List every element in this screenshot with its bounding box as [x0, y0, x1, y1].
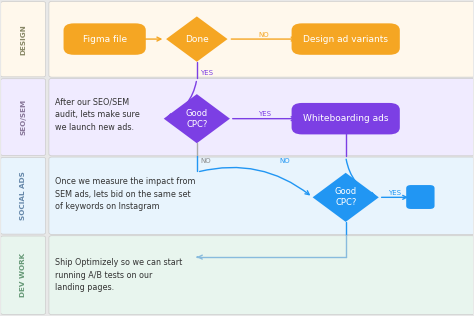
FancyBboxPatch shape	[49, 157, 474, 234]
Text: Good
CPC?: Good CPC?	[186, 109, 208, 129]
FancyBboxPatch shape	[0, 79, 46, 155]
Polygon shape	[166, 16, 228, 62]
Text: Figma file: Figma file	[82, 34, 127, 44]
FancyBboxPatch shape	[49, 1, 474, 77]
FancyBboxPatch shape	[0, 2, 46, 77]
Text: SEO/SEM: SEO/SEM	[20, 99, 26, 135]
Text: Ship Optimizely so we can start
running A/B tests on our
landing pages.: Ship Optimizely so we can start running …	[55, 258, 182, 292]
Text: NO: NO	[259, 32, 269, 38]
FancyBboxPatch shape	[292, 23, 400, 55]
Text: Good
CPC?: Good CPC?	[335, 187, 357, 207]
Text: SOCIAL ADS: SOCIAL ADS	[20, 171, 26, 220]
Text: YES: YES	[388, 190, 401, 196]
Text: NO: NO	[200, 158, 211, 164]
FancyBboxPatch shape	[49, 236, 474, 315]
FancyBboxPatch shape	[64, 23, 146, 55]
Text: Once we measure the impact from
SEM ads, lets bid on the same set
of keywords on: Once we measure the impact from SEM ads,…	[55, 177, 196, 211]
Text: Whiteboarding ads: Whiteboarding ads	[303, 114, 389, 123]
Text: DESIGN: DESIGN	[20, 24, 26, 55]
Text: Done: Done	[185, 34, 209, 44]
FancyBboxPatch shape	[406, 185, 435, 209]
Text: Design ad variants: Design ad variants	[303, 34, 388, 44]
Text: DEV WORK: DEV WORK	[20, 253, 26, 297]
Text: YES: YES	[200, 70, 213, 76]
FancyBboxPatch shape	[49, 78, 474, 156]
Text: NO: NO	[280, 158, 290, 164]
FancyBboxPatch shape	[292, 103, 400, 134]
FancyBboxPatch shape	[0, 236, 46, 314]
Text: YES: YES	[258, 111, 271, 117]
Polygon shape	[313, 173, 379, 222]
Polygon shape	[164, 94, 230, 143]
Text: After our SEO/SEM
audit, lets make sure
we launch new ads.: After our SEO/SEM audit, lets make sure …	[55, 98, 140, 131]
FancyBboxPatch shape	[0, 157, 46, 234]
